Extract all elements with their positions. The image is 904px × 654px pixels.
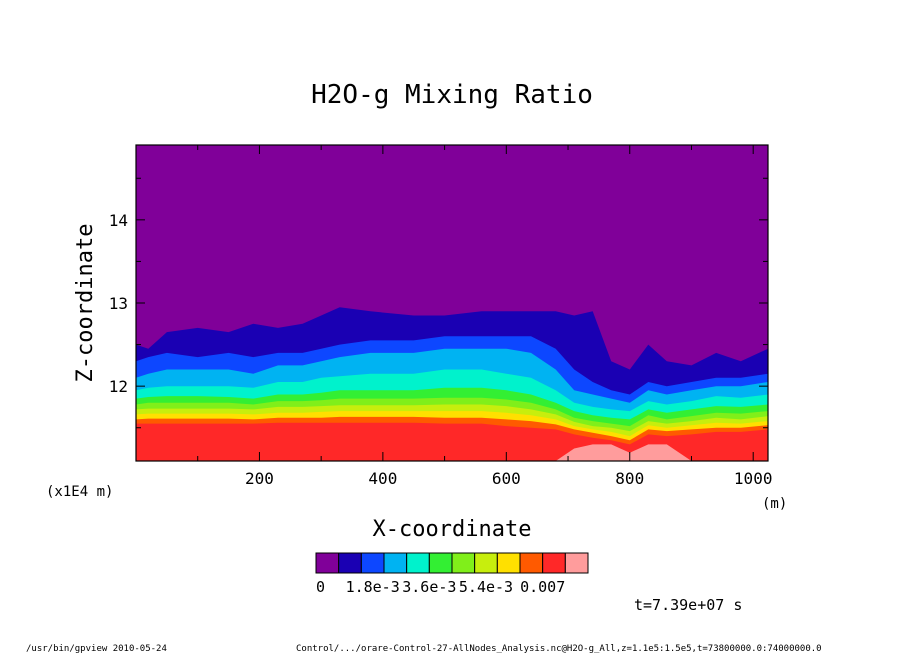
footer-right: Control/.../orare-Control-27-AllNodes_An… [296,644,822,654]
colorbar-label: 5.4e-3 [459,578,513,596]
y-tick-label: 12 [109,377,128,396]
band-level-11 [136,444,768,461]
colorbar-swatch [496,552,521,574]
x-axis-unit-left: (x1E4 m) [46,484,113,500]
colorbar-label: 0.007 [520,578,565,596]
plot-area [136,145,768,461]
chart-title: H2O-g Mixing Ratio [311,80,593,110]
colorbar-swatch [519,552,544,574]
x-tick-label: 600 [492,469,521,488]
colorbar-labels: 0 1.8e-3 3.6e-3 5.4e-3 0.007 [316,578,565,596]
footer-left: /usr/bin/gpview 2010-05-24 [26,644,167,654]
x-tick-label: 1000 [734,469,773,488]
colorbar-swatch [338,552,362,574]
y-axis: 12 13 14 [109,177,768,429]
time-label: t=7.39e+07 s [634,596,742,614]
colorbar-swatch [315,552,340,574]
colorbar-swatch [428,552,453,574]
colorbar-swatch [474,552,498,574]
colorbar-label: 1.8e-3 [346,578,400,596]
x-axis-unit-right: (m) [762,496,787,512]
x-tick-label: 200 [245,469,274,488]
x-tick-label: 400 [368,469,397,488]
colorbar-label: 3.6e-3 [402,578,456,596]
y-axis-label: Z-coordinate [73,224,98,383]
colorbar-swatch [451,552,476,574]
colorbar-swatch [542,552,566,574]
x-tick-label: 800 [615,469,644,488]
colorbar [315,552,589,574]
colorbar-swatch [564,552,589,574]
colorbar-swatch [360,552,385,574]
x-axis: 200 400 600 800 1000 [197,145,773,488]
y-tick-label: 14 [109,211,128,230]
colorbar-swatch [406,552,430,574]
colorbar-swatch [383,552,408,574]
y-tick-label: 13 [109,294,128,313]
x-axis-label: X-coordinate [373,517,532,542]
colorbar-label: 0 [316,578,325,596]
